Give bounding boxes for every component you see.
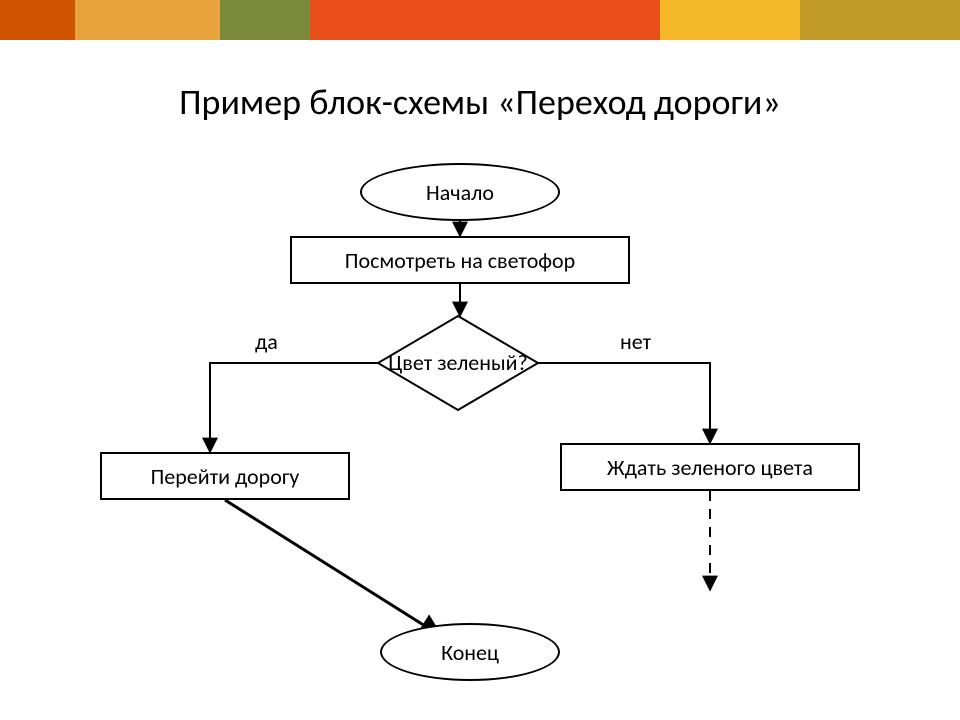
node-look: Посмотреть на светофор bbox=[290, 236, 630, 284]
label-no: нет bbox=[620, 328, 651, 355]
node-wait: Ждать зеленого цвета bbox=[560, 443, 860, 491]
node-decision-label: Цвет зеленый? bbox=[378, 316, 538, 410]
edge-2 bbox=[210, 363, 378, 452]
edge-3 bbox=[538, 363, 710, 443]
node-start: Начало bbox=[360, 163, 560, 221]
label-yes: да bbox=[255, 328, 278, 355]
edge-4 bbox=[225, 500, 441, 636]
node-end: Конец bbox=[380, 623, 560, 681]
node-cross: Перейти дорогу bbox=[100, 452, 350, 500]
